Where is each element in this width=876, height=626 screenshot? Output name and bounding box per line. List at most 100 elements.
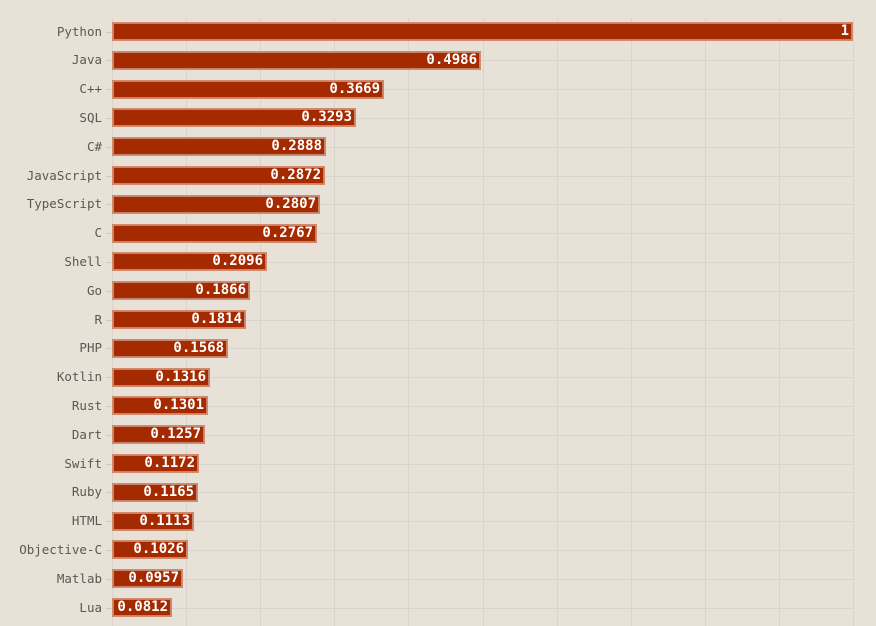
horizontal-gridline [112,233,853,234]
bar: 0.3293 [112,108,356,127]
value-label: 0.3669 [329,81,380,97]
vertical-gridline [334,18,335,626]
category-label: Rust [71,398,102,413]
bar: 0.0812 [112,598,172,617]
y-axis-tick [106,262,112,263]
y-axis-tick [106,348,112,349]
horizontal-gridline [112,262,853,263]
vertical-gridline [853,18,854,626]
horizontal-gridline [112,147,853,148]
y-axis-tick [106,204,112,205]
horizontal-gridline [112,435,853,436]
y-axis-tick [106,32,112,33]
value-label: 0.1301 [153,397,204,413]
horizontal-gridline [112,608,853,609]
category-label: Matlab [56,571,102,586]
horizontal-gridline [112,60,853,61]
bar: 0.2807 [112,195,320,214]
vertical-gridline [260,18,261,626]
y-axis-tick [106,435,112,436]
horizontal-gridline [112,550,853,551]
category-label: SQL [79,110,102,125]
horizontal-gridline [112,320,853,321]
bar: 0.1316 [112,368,210,387]
category-label: Shell [64,254,102,269]
vertical-gridline [557,18,558,626]
vertical-gridline [705,18,706,626]
horizontal-gridline [112,176,853,177]
y-axis-tick [106,377,112,378]
category-label: Lua [79,600,102,615]
vertical-gridline [779,18,780,626]
value-label: 0.4986 [426,52,477,68]
category-label: Ruby [71,484,102,499]
bar: 0.1113 [112,512,194,531]
value-label: 0.2888 [271,138,322,154]
value-label: 0.0957 [128,570,179,586]
category-label: PHP [79,340,102,355]
bar: 0.1172 [112,454,199,473]
category-label: TypeScript [26,196,102,211]
category-label: C++ [79,81,102,96]
bar: 0.2872 [112,166,325,185]
category-label: C# [86,139,102,154]
bar: 0.1814 [112,310,246,329]
horizontal-gridline [112,579,853,580]
y-axis-tick [106,406,112,407]
bar: 0.2096 [112,252,267,271]
value-label: 0.1172 [144,455,195,471]
value-label: 0.1113 [139,513,190,529]
value-label: 0.2767 [262,225,313,241]
y-axis-tick [106,118,112,119]
horizontal-gridline [112,204,853,205]
y-axis-tick [106,147,112,148]
horizontal-gridline [112,464,853,465]
value-label: 1 [840,23,849,39]
category-label: JavaScript [26,168,102,183]
category-label: Go [86,283,102,298]
category-label: HTML [71,513,102,528]
bar: 0.1165 [112,483,198,502]
value-label: 0.1257 [150,426,201,442]
value-label: 0.2872 [270,167,321,183]
y-axis-tick [106,521,112,522]
bar: 0.1026 [112,540,188,559]
value-label: 0.1866 [195,282,246,298]
y-axis-tick [106,320,112,321]
category-label: Python [56,24,102,39]
bar: 0.3669 [112,80,384,99]
y-axis-tick [106,291,112,292]
horizontal-gridline [112,89,853,90]
horizontal-gridline [112,521,853,522]
category-label: R [94,312,102,327]
value-label: 0.1026 [133,541,184,557]
bar: 0.2888 [112,137,326,156]
value-label: 0.0812 [117,599,168,615]
horizontal-gridline [112,377,853,378]
bar: 0.2767 [112,224,317,243]
horizontal-gridline [112,492,853,493]
bar: 0.1568 [112,339,228,358]
category-label: Objective-C [19,542,102,557]
vertical-gridline [631,18,632,626]
y-axis-tick [106,608,112,609]
horizontal-gridline [112,348,853,349]
value-label: 0.1814 [191,311,242,327]
vertical-gridline [408,18,409,626]
value-label: 0.2096 [212,253,263,269]
category-label: C [94,225,102,240]
value-label: 0.2807 [265,196,316,212]
category-label: Swift [64,456,102,471]
horizontal-gridline [112,406,853,407]
y-axis-tick [106,233,112,234]
value-label: 0.3293 [301,109,352,125]
category-label: Java [71,52,102,67]
y-axis-tick [106,60,112,61]
y-axis-tick [106,492,112,493]
category-label: Kotlin [56,369,102,384]
y-axis-tick [106,176,112,177]
horizontal-gridline [112,291,853,292]
vertical-gridline [483,18,484,626]
bar: 1 [112,22,853,41]
